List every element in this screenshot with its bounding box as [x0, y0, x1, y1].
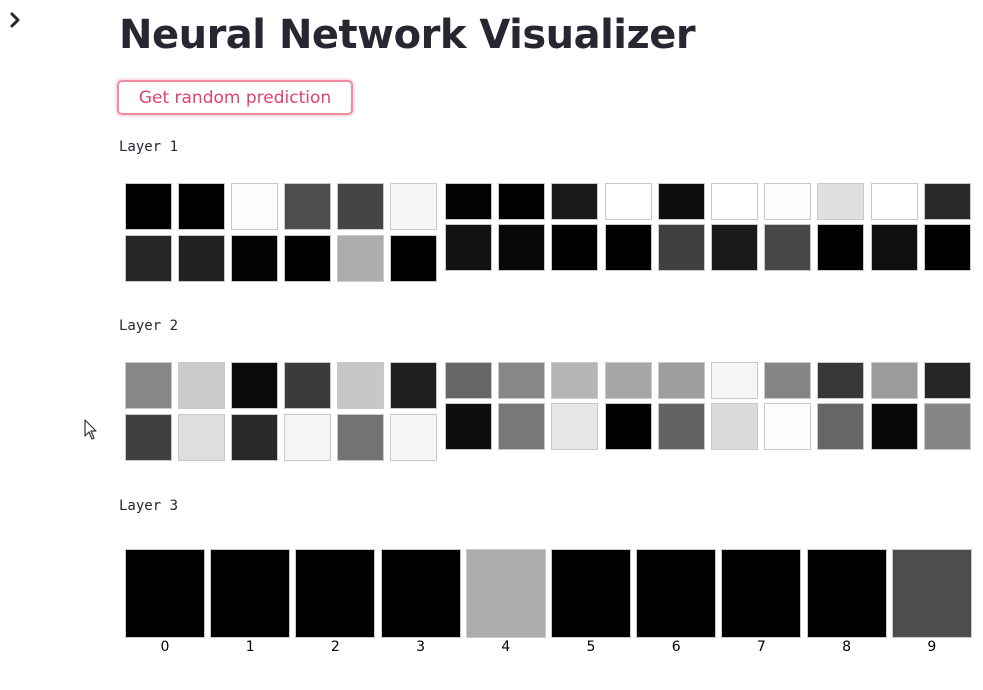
layer-1-neuron-31 — [923, 224, 971, 271]
layer-1-neuron-22 — [445, 224, 492, 271]
layer-2-neuron-4 — [337, 362, 384, 409]
layer-2-neuron-8 — [551, 362, 599, 399]
output-neuron-3 — [380, 549, 461, 638]
layer-1-label: Layer 1 — [119, 139, 179, 155]
layer-1-neuron-8 — [551, 183, 599, 220]
layer-2-neuron-5 — [390, 362, 437, 409]
output-neuron-4 — [465, 549, 546, 638]
layer-1-neuron-13 — [817, 183, 865, 220]
layer-2-neuron-25 — [604, 403, 652, 450]
layer-2-neuron-21 — [390, 414, 437, 461]
layer-2-neuron-18 — [231, 414, 278, 461]
layer-1-neuron-5 — [390, 183, 437, 230]
mouse-pointer-icon — [84, 419, 97, 440]
layer-1-neuron-16 — [125, 235, 172, 282]
layer-1-neuron-3 — [284, 183, 331, 230]
layer-1-neuron-10 — [657, 183, 705, 220]
layer-1-neuron-30 — [870, 224, 918, 271]
layer-2-neuron-2 — [231, 362, 278, 409]
layer-2-neuron-7 — [498, 362, 546, 399]
layer-2-neuron-9 — [604, 362, 652, 399]
layer-2-neuron-15 — [923, 362, 971, 399]
layer-2-neuron-20 — [337, 414, 384, 461]
layer-1-neuron-0 — [125, 183, 172, 230]
layer-2-neuron-14 — [870, 362, 918, 399]
output-digit-label: 1 — [240, 639, 261, 655]
layer-2-neuron-3 — [284, 362, 331, 409]
layer-1-neuron-27 — [711, 224, 758, 271]
layer-1-neuron-7 — [498, 183, 546, 220]
layer-1-neuron-18 — [231, 235, 278, 282]
layer-2-neuron-30 — [870, 403, 918, 450]
layer-1-neuron-4 — [337, 183, 384, 230]
output-neuron-7 — [721, 549, 802, 638]
output-digit-label: 8 — [836, 639, 857, 655]
layer-1-neuron-11 — [711, 183, 758, 220]
layer-2-neuron-6 — [445, 362, 492, 399]
layer-1-neuron-24 — [551, 224, 599, 271]
layer-2-neuron-19 — [284, 414, 331, 461]
output-neuron-6 — [636, 549, 717, 638]
layer-3-label: Layer 3 — [119, 498, 179, 514]
layer-2-neuron-24 — [551, 403, 599, 450]
output-digit-label: 0 — [155, 639, 175, 655]
layer-1-neuron-28 — [764, 224, 812, 271]
layer-2-neuron-26 — [657, 403, 705, 450]
layer-1-neuron-14 — [870, 183, 918, 220]
layer-2-neuron-10 — [657, 362, 705, 399]
output-neuron-8 — [806, 549, 887, 638]
layer-2-neuron-22 — [445, 403, 492, 450]
layer-1-neuron-15 — [923, 183, 971, 220]
output-digit-label: 2 — [325, 639, 346, 655]
layer-1-neuron-23 — [498, 224, 546, 271]
layer-2-neuron-29 — [817, 403, 865, 450]
layer-1-neuron-19 — [284, 235, 331, 282]
layer-2-neuron-27 — [711, 403, 758, 450]
layer-2-neuron-13 — [817, 362, 865, 399]
output-digit-label: 7 — [751, 639, 772, 655]
output-digit-label: 9 — [921, 639, 942, 655]
get-random-prediction-button[interactable]: Get random prediction — [117, 80, 353, 115]
layer-2-neuron-23 — [498, 403, 546, 450]
output-digit-label: 3 — [410, 639, 431, 655]
output-neuron-5 — [551, 549, 631, 638]
layer-2-neuron-31 — [923, 403, 971, 450]
output-digit-label: 6 — [666, 639, 687, 655]
layer-1-neuron-1 — [178, 183, 225, 230]
layer-2-neuron-17 — [178, 414, 225, 461]
layer-2-neuron-0 — [125, 362, 172, 409]
layer-1-neuron-6 — [445, 183, 492, 220]
layer-1-neuron-12 — [764, 183, 812, 220]
chevron-right-icon — [10, 12, 20, 28]
output-neuron-9 — [891, 549, 972, 638]
layer-2-neuron-16 — [125, 414, 172, 461]
layer-1-neuron-17 — [178, 235, 225, 282]
layer-2-neuron-11 — [711, 362, 758, 399]
layer-1-neuron-21 — [390, 235, 437, 282]
layer-2-neuron-28 — [764, 403, 812, 450]
layer-2-label: Layer 2 — [119, 318, 179, 334]
page-title: Neural Network Visualizer — [119, 12, 696, 58]
layer-1-neuron-25 — [604, 224, 652, 271]
output-neuron-1 — [210, 549, 291, 638]
output-digit-label: 4 — [495, 639, 516, 655]
layer-1-neuron-20 — [337, 235, 384, 282]
layer-1-neuron-9 — [604, 183, 652, 220]
layer-1-neuron-29 — [817, 224, 865, 271]
sidebar-toggle-button[interactable] — [6, 10, 24, 30]
layer-2-neuron-1 — [178, 362, 225, 409]
output-neuron-0 — [125, 549, 205, 638]
layer-1-neuron-26 — [657, 224, 705, 271]
output-digit-label: 5 — [581, 639, 601, 655]
output-neuron-2 — [295, 549, 376, 638]
layer-1-neuron-2 — [231, 183, 278, 230]
layer-2-neuron-12 — [764, 362, 812, 399]
